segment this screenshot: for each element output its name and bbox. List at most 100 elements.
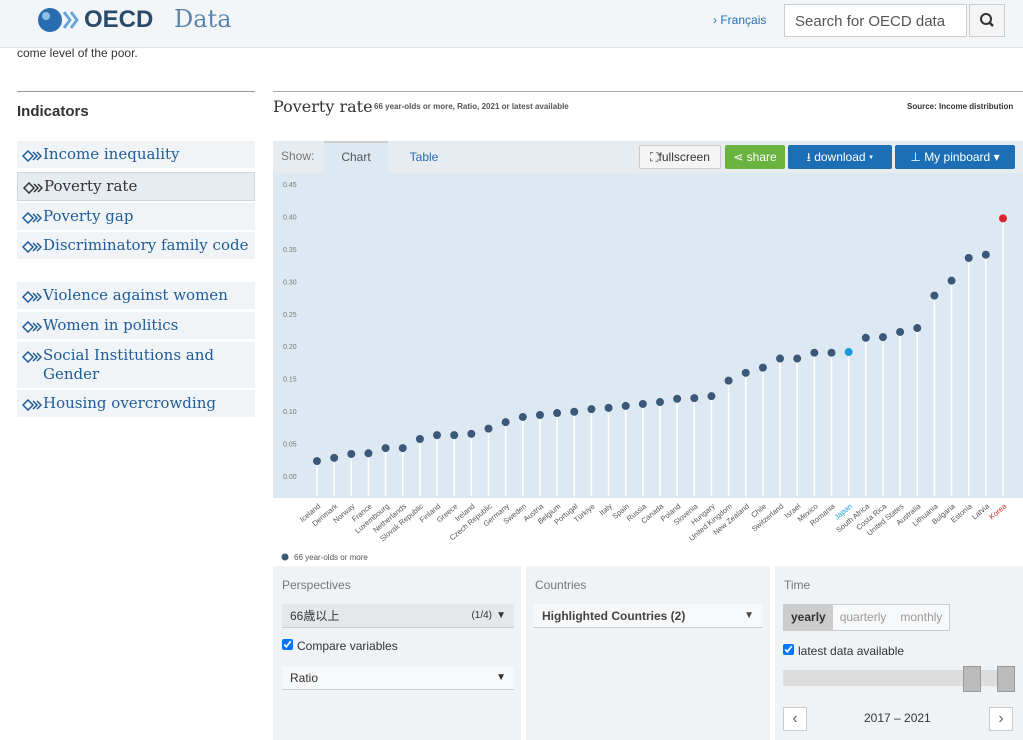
perspective-select[interactable]: 66歳以上 (1/4) ▼ <box>282 604 514 628</box>
y-tick-label: 0.35 <box>283 247 297 254</box>
period-option[interactable]: yearly <box>784 605 833 630</box>
countries-select[interactable]: Highlighted Countries (2) ▼ <box>534 604 762 628</box>
sidebar-item[interactable]: Social Institutions and Gender <box>17 342 255 388</box>
dot <box>793 354 802 363</box>
sidebar-item[interactable]: Women in politics <box>17 312 255 339</box>
item-label[interactable]: Social Institutions and Gender <box>43 346 214 383</box>
dot <box>758 363 767 372</box>
sidebar-item[interactable]: Poverty rate <box>17 172 255 201</box>
pinboard-button[interactable]: ⊥ My pinboard ▾ <box>895 145 1015 169</box>
y-tick-label: 0.45 <box>283 182 297 189</box>
dot <box>844 348 853 357</box>
dot <box>501 418 510 427</box>
item-label[interactable]: Poverty rate <box>44 177 138 195</box>
logo-icon <box>38 8 79 32</box>
download-button[interactable]: ⭳ download ▾ <box>788 145 892 169</box>
dot <box>518 412 527 421</box>
y-tick-label: 0.30 <box>283 279 297 286</box>
dot <box>913 324 922 333</box>
dot <box>313 457 321 466</box>
time-range: 2017 – 2021 <box>864 711 931 725</box>
dot <box>878 333 887 342</box>
next-button[interactable]: › <box>989 707 1013 731</box>
dot <box>415 435 424 444</box>
panel-title: Perspectives <box>282 578 351 592</box>
legend-label: 66 year-olds or more <box>294 553 368 562</box>
share-button[interactable]: ⋖ share <box>725 145 785 169</box>
slider-handle[interactable] <box>963 666 981 692</box>
dot <box>930 291 939 300</box>
dot <box>776 354 785 363</box>
sidebar-item[interactable]: Discriminatory family code <box>17 232 255 259</box>
plot-background <box>273 173 1023 498</box>
prev-button[interactable]: ‹ <box>783 707 807 731</box>
sidebar-item[interactable]: Poverty gap <box>17 203 255 230</box>
item-label[interactable]: Income inequality <box>43 145 180 163</box>
y-tick-label: 0.40 <box>283 214 297 221</box>
chart-source[interactable]: Source: Income distribution <box>907 102 1014 111</box>
dot <box>741 368 750 377</box>
select-value: Highlighted Countries (2) <box>542 609 686 623</box>
dot <box>999 214 1007 223</box>
select-value: 66歳以上 <box>290 609 340 623</box>
dot <box>964 253 973 262</box>
dot <box>861 333 870 342</box>
checkbox[interactable] <box>783 644 794 655</box>
button-label: share <box>746 150 777 164</box>
dot <box>570 407 579 416</box>
dot <box>947 276 956 285</box>
sidebar-rule <box>17 91 255 92</box>
dot <box>587 405 596 414</box>
dot <box>673 394 682 403</box>
y-tick-label: 0.05 <box>283 442 297 449</box>
language[interactable]: Français <box>720 13 767 27</box>
logo[interactable]: OECD <box>84 6 154 33</box>
item-label[interactable]: Women in politics <box>43 316 179 334</box>
sidebar-item[interactable]: Housing overcrowding <box>17 390 255 417</box>
dot <box>381 444 390 453</box>
search-input[interactable]: Search for OECD data <box>784 4 967 37</box>
item-icon <box>22 212 42 224</box>
dot <box>690 394 699 403</box>
site-name[interactable]: Data <box>174 5 232 33</box>
time-slider[interactable] <box>783 666 1015 692</box>
tab[interactable]: Table <box>409 150 439 164</box>
fullscreen-button[interactable]: ⛶fullscreen <box>639 145 721 169</box>
item-label[interactable]: Poverty gap <box>43 207 134 225</box>
item-label[interactable]: Violence against women <box>43 286 228 304</box>
dot <box>638 399 647 408</box>
item-icon <box>22 150 42 162</box>
sidebar-title: Indicators <box>17 103 89 120</box>
item-label[interactable]: Housing overcrowding <box>43 394 216 412</box>
intro-text: come level of the poor. <box>17 46 138 60</box>
slider-handle[interactable] <box>997 666 1015 692</box>
variable-select[interactable]: Ratio ▼ <box>282 666 514 690</box>
compare-checkbox[interactable]: Compare variables <box>282 639 398 653</box>
item-label[interactable]: Discriminatory family code <box>43 236 249 254</box>
item-icon <box>22 351 42 363</box>
sidebar-item[interactable]: Violence against women <box>17 282 255 309</box>
chart-rule <box>273 91 1023 92</box>
button-label: fullscreen <box>658 150 710 164</box>
latest-checkbox[interactable]: latest data available <box>783 644 904 658</box>
checkbox[interactable] <box>282 639 293 650</box>
chart: 0.00 0.05 0.10 0.15 0.20 0.25 0.30 0.35 0.40 0.45… <box>273 173 1023 562</box>
search-icon <box>980 13 994 27</box>
dot <box>535 411 544 420</box>
y-tick-label: 0.25 <box>283 312 297 319</box>
period-option[interactable]: quarterly <box>839 610 887 624</box>
language-link[interactable]: › Français <box>713 13 767 27</box>
dot <box>553 409 562 418</box>
search-button[interactable] <box>969 4 1005 37</box>
period-option[interactable]: monthly <box>900 610 943 624</box>
perspectives-panel: Perspectives 66歳以上 (1/4) ▼ Compare variabl… <box>273 566 521 740</box>
x-tick-label: Latvia <box>970 501 992 521</box>
tab[interactable]: Chart <box>324 141 388 173</box>
panel-title: Countries <box>535 578 587 592</box>
dot <box>707 392 716 401</box>
period-toggle: yearly quarterly monthly <box>783 604 951 631</box>
sidebar-item[interactable]: Income inequality <box>17 141 255 168</box>
x-tick-label: Korea <box>987 501 1009 521</box>
dot <box>330 453 339 462</box>
dot <box>656 398 664 407</box>
